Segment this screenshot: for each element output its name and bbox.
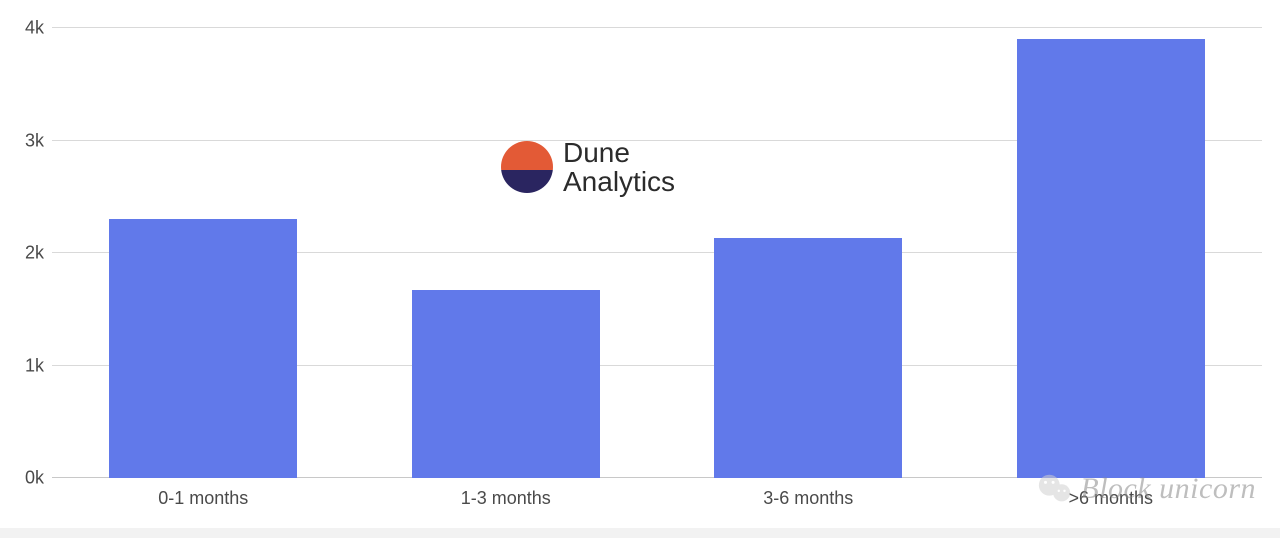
y-axis-label: 4k (25, 18, 52, 39)
y-axis-label: 3k (25, 130, 52, 151)
dune-analytics-logo: Dune Analytics (501, 138, 675, 197)
x-axis-label: 1-3 months (355, 478, 658, 509)
y-axis-label: 1k (25, 355, 52, 376)
dune-logo-text: Dune Analytics (563, 138, 675, 197)
bar-slot (355, 28, 658, 478)
dune-logo-line2: Analytics (563, 167, 675, 196)
wechat-icon (1036, 470, 1074, 508)
bar (1017, 39, 1205, 478)
bar-slot (657, 28, 960, 478)
x-axis-label: 0-1 months (52, 478, 355, 509)
y-axis-label: 0k (25, 468, 52, 489)
watermark-text: Block unicorn (1080, 472, 1256, 506)
chart-container: 0k 1k 2k 3k 4k 0-1 months1-3 months3-6 months… (0, 0, 1280, 538)
dune-logo-bottom-half (501, 170, 553, 193)
bars-group (52, 28, 1262, 478)
bar (714, 238, 902, 478)
bar (109, 219, 297, 478)
y-axis-label: 2k (25, 243, 52, 264)
dune-logo-line1: Dune (563, 138, 675, 167)
bar-slot (52, 28, 355, 478)
dune-logo-top-half (501, 141, 553, 170)
watermark: Block unicorn (1036, 470, 1256, 508)
x-axis-label: 3-6 months (657, 478, 960, 509)
bar-slot (960, 28, 1263, 478)
dune-logo-icon (501, 141, 553, 193)
bar (412, 290, 600, 478)
plot-area: 0k1k2k3k4k0-1 months1-3 months3-6 months… (52, 28, 1262, 478)
footer-separator (0, 528, 1280, 538)
